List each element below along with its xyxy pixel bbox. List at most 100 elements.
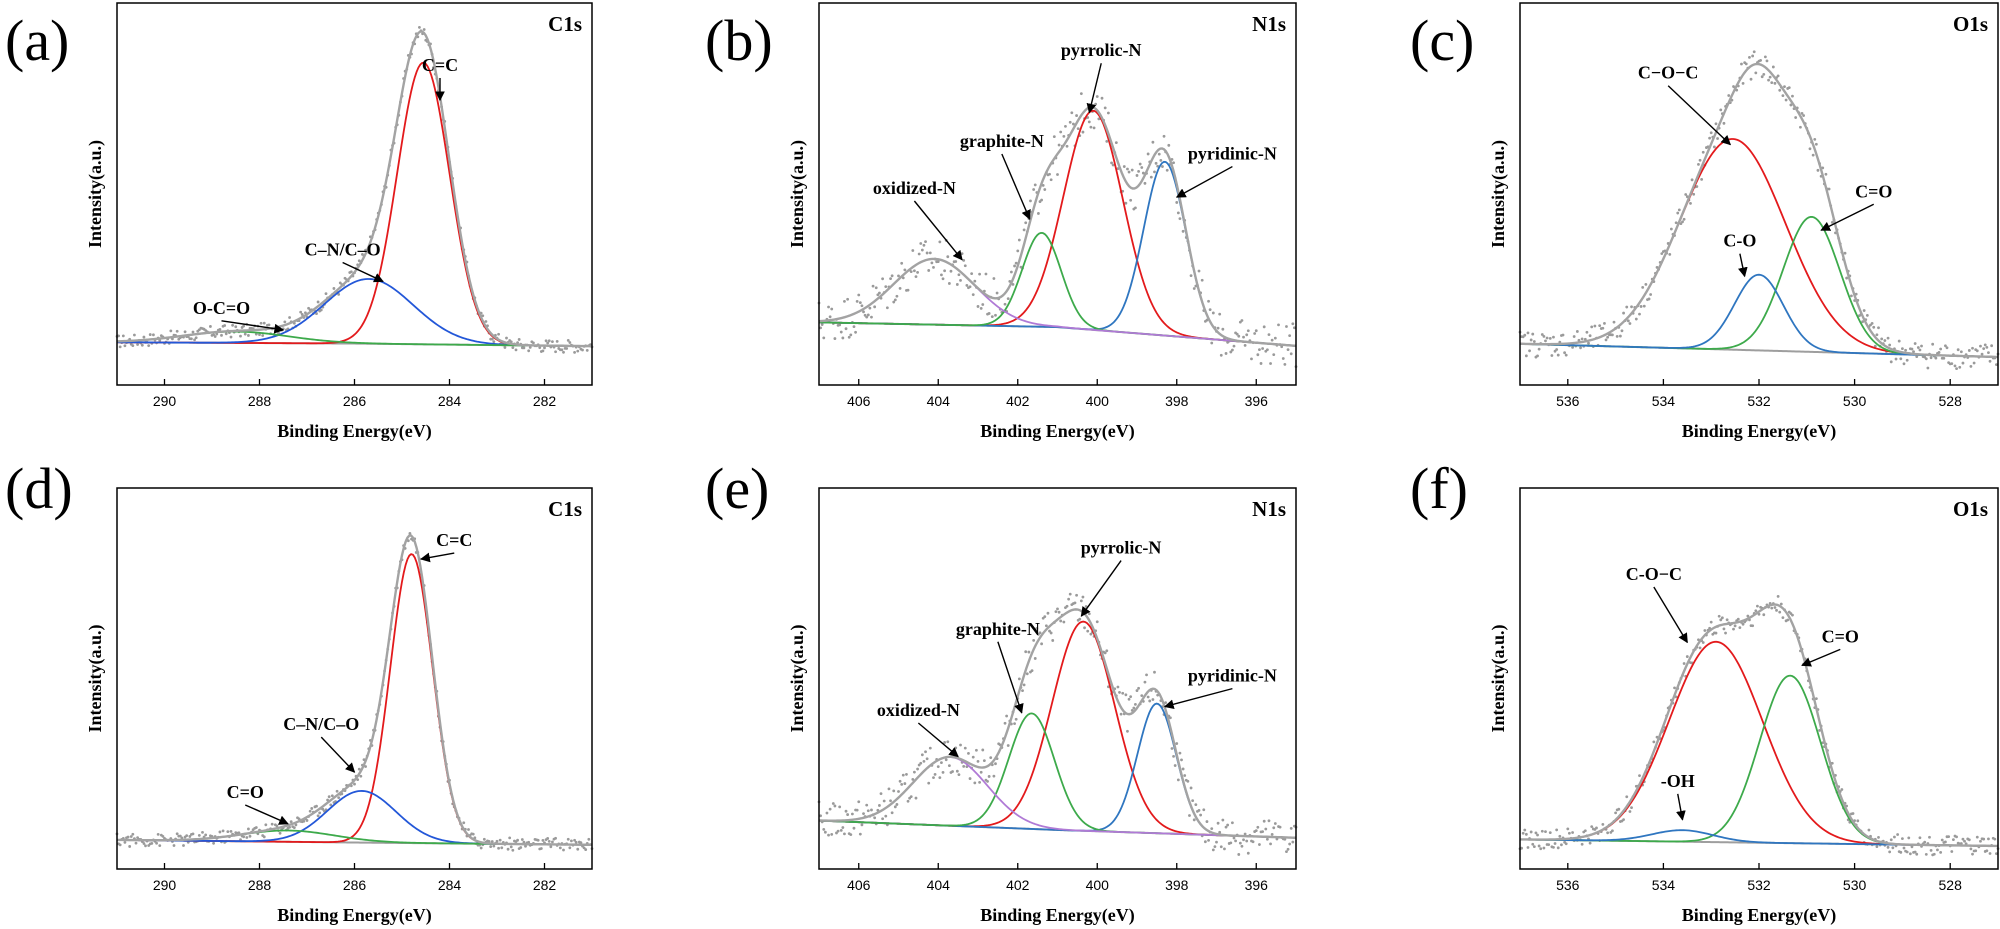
- plot-frame: [1519, 487, 1999, 870]
- annotation-label-c-c: C=C: [436, 530, 472, 550]
- raw-data-point: [1148, 699, 1152, 703]
- raw-data-point: [551, 340, 554, 344]
- raw-data-point: [936, 765, 940, 769]
- raw-data-point: [1006, 297, 1010, 301]
- core-level-label: N1s: [1252, 497, 1286, 521]
- raw-data-point: [1548, 336, 1552, 340]
- raw-data-point: [1079, 92, 1083, 96]
- raw-data-point: [188, 835, 192, 838]
- raw-data-point: [1908, 852, 1912, 856]
- x-tick-label: 398: [1165, 393, 1189, 409]
- raw-data-point: [916, 270, 919, 274]
- chart-panel-3: (c) O1s 536 534 532 530 528 Binding Energy(eV) I…: [1410, 2, 2000, 442]
- x-tick-label: 400: [1086, 393, 1110, 409]
- raw-data-point: [1162, 134, 1166, 138]
- raw-data-point: [898, 286, 902, 290]
- raw-data-point: [247, 827, 250, 831]
- raw-data-point: [289, 820, 293, 824]
- raw-data-point: [517, 338, 521, 341]
- raw-data-point: [1915, 852, 1919, 856]
- raw-data-point: [1719, 108, 1723, 112]
- raw-data-point: [566, 837, 570, 841]
- raw-data-point: [868, 306, 872, 310]
- raw-data-point: [1129, 198, 1133, 202]
- raw-data-point: [1561, 333, 1565, 337]
- raw-data-point: [962, 258, 966, 262]
- raw-data-point: [1237, 853, 1241, 856]
- raw-data-point: [833, 804, 837, 808]
- raw-data-point: [408, 532, 412, 535]
- raw-data-point: [930, 261, 934, 265]
- raw-data-point: [1161, 165, 1164, 168]
- raw-data-point: [1261, 347, 1265, 350]
- raw-data-point: [819, 814, 822, 818]
- raw-data-point: [1111, 163, 1115, 167]
- raw-data-point: [874, 286, 878, 290]
- raw-data-point: [1622, 311, 1625, 315]
- raw-data-point: [248, 834, 252, 838]
- raw-data-point: [954, 260, 958, 263]
- raw-data-point: [1612, 320, 1616, 324]
- raw-data-point: [1967, 838, 1971, 842]
- raw-data-point: [183, 330, 187, 334]
- annotation-label-o-c-o: O-C=O: [193, 298, 250, 318]
- raw-data-point: [1913, 850, 1917, 854]
- raw-data-point: [892, 789, 896, 793]
- raw-data-point: [1253, 332, 1257, 335]
- raw-data-point: [1950, 362, 1954, 366]
- raw-data-point: [1254, 829, 1258, 833]
- raw-data-point: [1544, 339, 1547, 343]
- raw-data-point: [1818, 729, 1821, 732]
- raw-data-point: [973, 781, 977, 785]
- raw-data-point: [1070, 111, 1074, 115]
- x-tick-label: 532: [1747, 877, 1771, 893]
- raw-data-point: [1944, 344, 1947, 348]
- raw-data-point: [970, 272, 974, 275]
- raw-data-point: [1180, 190, 1183, 193]
- raw-data-point: [938, 240, 942, 244]
- raw-data-point: [1961, 361, 1965, 365]
- raw-data-point: [1880, 337, 1884, 341]
- raw-data-point: [1814, 697, 1818, 701]
- raw-data-point: [1087, 120, 1091, 124]
- raw-data-point: [1618, 334, 1622, 338]
- raw-data-point: [916, 767, 919, 771]
- raw-data-point: [1816, 168, 1820, 172]
- annotation-arrow: [1175, 165, 1233, 198]
- raw-data-point: [828, 807, 832, 811]
- raw-data-point: [1224, 825, 1228, 829]
- raw-data-point: [300, 313, 304, 316]
- raw-data-point: [1899, 850, 1903, 854]
- raw-data-point: [1794, 116, 1798, 119]
- raw-data-point: [1202, 808, 1206, 812]
- raw-data-point: [1052, 135, 1056, 139]
- raw-data-point: [855, 300, 859, 303]
- raw-data-point: [193, 338, 196, 342]
- raw-data-point: [1982, 837, 1986, 841]
- raw-data-point: [957, 773, 961, 777]
- annotation-arrow: [1738, 253, 1748, 278]
- raw-data-point: [562, 350, 565, 354]
- raw-data-point: [1192, 287, 1196, 290]
- raw-data-point: [965, 284, 969, 287]
- raw-data-point: [1172, 161, 1175, 165]
- raw-data-point: [1269, 842, 1272, 846]
- raw-data-point: [487, 839, 491, 843]
- raw-data-point: [1685, 655, 1689, 658]
- raw-data-point: [1523, 333, 1527, 337]
- raw-data-point: [492, 844, 496, 848]
- raw-data-point: [1969, 364, 1973, 368]
- raw-data-point: [1924, 852, 1928, 856]
- raw-data-point: [259, 321, 263, 325]
- raw-data-point: [514, 348, 518, 352]
- raw-data-point: [1677, 208, 1681, 212]
- raw-data-point: [229, 830, 233, 833]
- raw-data-point: [546, 837, 550, 840]
- annotation-label-c-o: C-O: [1723, 231, 1756, 251]
- raw-data-point: [884, 285, 888, 289]
- raw-data-point: [1907, 836, 1911, 840]
- raw-data-point: [1288, 334, 1292, 338]
- raw-data-point: [497, 332, 500, 336]
- raw-data-point: [136, 343, 139, 346]
- raw-data-point: [1588, 334, 1592, 338]
